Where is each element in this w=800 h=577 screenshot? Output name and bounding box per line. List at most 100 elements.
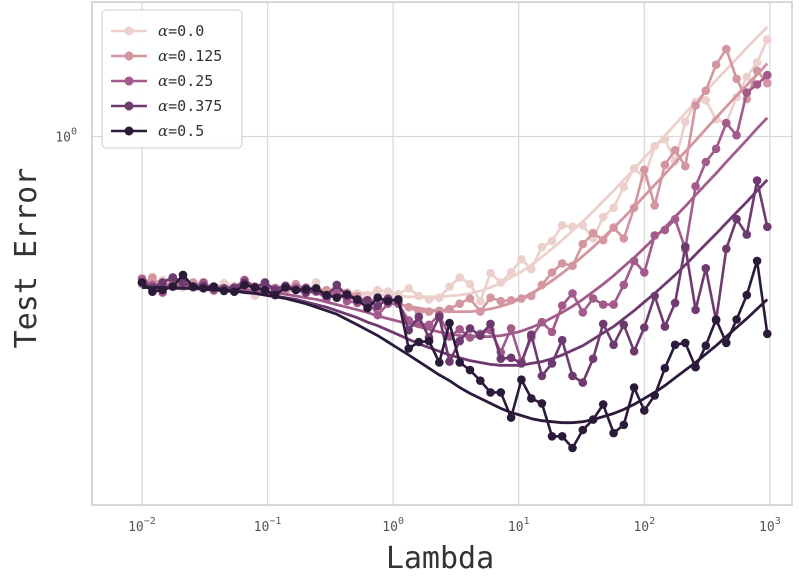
data-point [404, 284, 414, 293]
data-point [260, 278, 270, 287]
data-point [681, 338, 690, 348]
data-point [681, 161, 690, 171]
data-point [619, 280, 629, 290]
data-point [732, 315, 741, 324]
legend-value: =0.125 [168, 47, 222, 65]
data-point [455, 273, 465, 282]
data-point [547, 236, 557, 246]
data-point [250, 283, 260, 292]
data-point [588, 228, 598, 238]
data-point [148, 273, 157, 282]
legend-entry: α=0.25 [111, 72, 213, 90]
data-point [486, 293, 495, 303]
data-point [640, 323, 649, 332]
legend-value: =0.25 [168, 72, 213, 90]
legend-marker [124, 76, 134, 86]
x-tick-base: 10 [633, 520, 649, 535]
legend-value: =0.5 [168, 122, 204, 140]
data-point [578, 378, 588, 387]
data-point [609, 203, 618, 213]
data-point [578, 425, 588, 435]
x-tick-label: 103 [759, 516, 781, 535]
data-point [394, 295, 403, 304]
data-point [752, 58, 762, 67]
data-point [660, 322, 670, 331]
data-point [291, 285, 301, 295]
data-point [609, 428, 618, 438]
data-point [711, 60, 721, 69]
trend-line [142, 116, 769, 339]
data-point [537, 242, 547, 252]
data-point [763, 35, 772, 44]
y-axis-label: Test Error [9, 168, 44, 349]
data-point [752, 176, 762, 185]
x-tick-exponent: 0 [398, 516, 404, 527]
data-point [465, 365, 475, 375]
data-point [353, 295, 362, 304]
x-axis-label: Lambda [386, 541, 494, 576]
data-point [445, 282, 454, 291]
data-point [486, 319, 495, 329]
data-point [557, 335, 567, 345]
data-point [311, 284, 321, 293]
plot-frame [91, 1, 793, 506]
data-point [557, 432, 567, 441]
data-point [527, 394, 536, 403]
legend-entry: α=0.375 [111, 97, 222, 115]
data-point [701, 341, 711, 351]
data-point [701, 86, 711, 95]
data-point [547, 327, 557, 337]
x-tick-label: 10−2 [128, 516, 156, 535]
data-point [455, 336, 465, 346]
data-point [588, 294, 598, 303]
data-point [537, 399, 547, 408]
data-point [281, 283, 290, 292]
x-tick-label: 10−1 [254, 516, 282, 535]
data-point [465, 279, 475, 289]
data-point [557, 259, 567, 268]
data-point [373, 285, 383, 295]
data-point [414, 312, 424, 322]
legend-entry: α=0.0 [111, 22, 204, 40]
y-axis-ticks: 100 [55, 127, 77, 146]
data-point [537, 371, 547, 381]
legend-value: =0.0 [168, 22, 204, 40]
data-point [619, 320, 629, 330]
data-point [619, 182, 629, 192]
data-point [557, 301, 567, 310]
data-point [752, 256, 762, 266]
data-point [640, 268, 649, 277]
data-point [363, 296, 372, 305]
series-group [137, 25, 772, 453]
data-point [619, 234, 629, 243]
data-point [742, 230, 752, 239]
data-point [506, 413, 516, 422]
legend-entry: α=0.125 [111, 47, 222, 65]
data-point [137, 278, 147, 287]
trend-line [142, 286, 769, 425]
data-point [670, 214, 680, 224]
data-point [332, 287, 342, 297]
data-point [732, 214, 741, 224]
data-point [496, 388, 506, 397]
data-point [301, 284, 311, 294]
data-point [332, 293, 342, 303]
data-point [486, 388, 495, 397]
data-point [568, 371, 577, 381]
data-point [578, 239, 588, 249]
data-point [476, 296, 485, 306]
data-point [578, 308, 588, 317]
x-tick-exponent: −1 [269, 516, 281, 527]
data-point [527, 330, 536, 340]
data-point [609, 300, 618, 309]
data-point [742, 72, 752, 82]
data-point [609, 340, 618, 350]
data-point [476, 376, 485, 386]
data-point [496, 296, 506, 306]
data-point [722, 338, 731, 348]
legend-greek: α [158, 97, 168, 115]
data-point [722, 118, 731, 128]
data-point [763, 222, 772, 232]
data-point [752, 80, 762, 89]
